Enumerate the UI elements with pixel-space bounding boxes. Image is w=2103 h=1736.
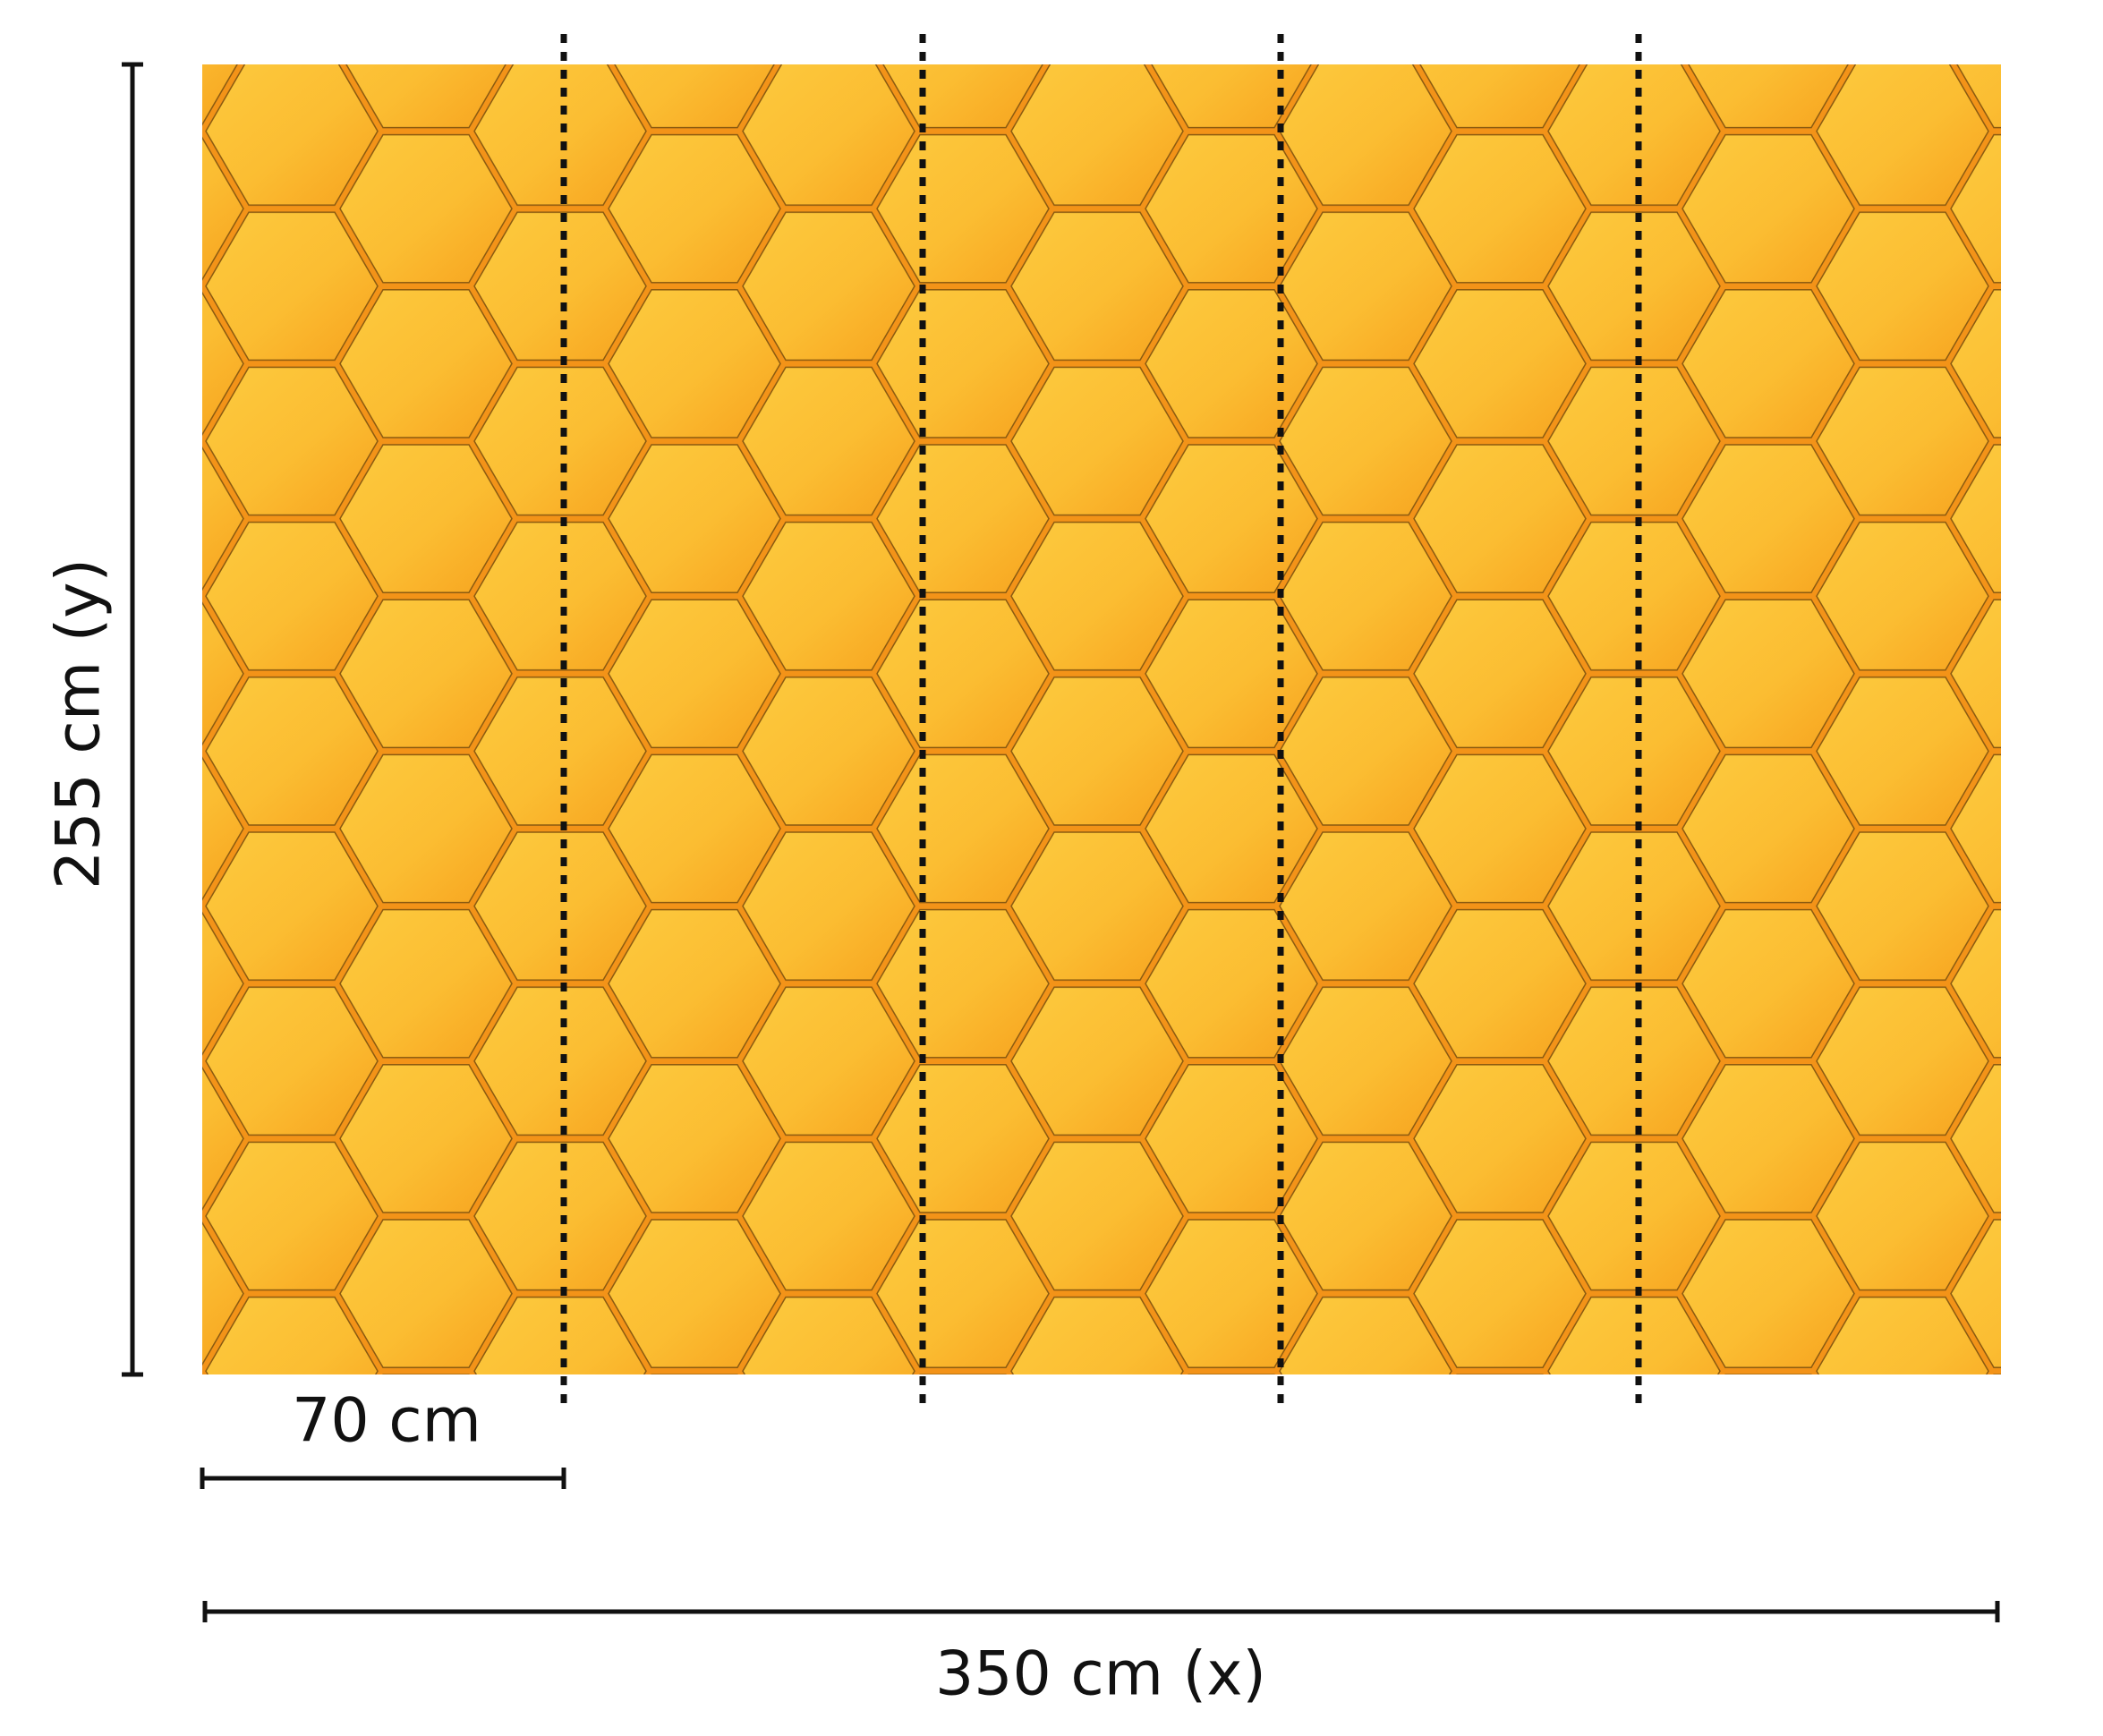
panel-width-label: 70 cm	[292, 1386, 481, 1457]
panel-width-measure	[200, 1468, 566, 1489]
width-label: 350 cm (x)	[935, 1639, 1266, 1710]
height-measure	[122, 62, 143, 1377]
width-measure	[202, 1601, 2000, 1622]
height-label: 255 cm (y)	[44, 558, 115, 889]
wallpaper-image	[202, 64, 2001, 1374]
panel-dividers	[560, 34, 1642, 1408]
